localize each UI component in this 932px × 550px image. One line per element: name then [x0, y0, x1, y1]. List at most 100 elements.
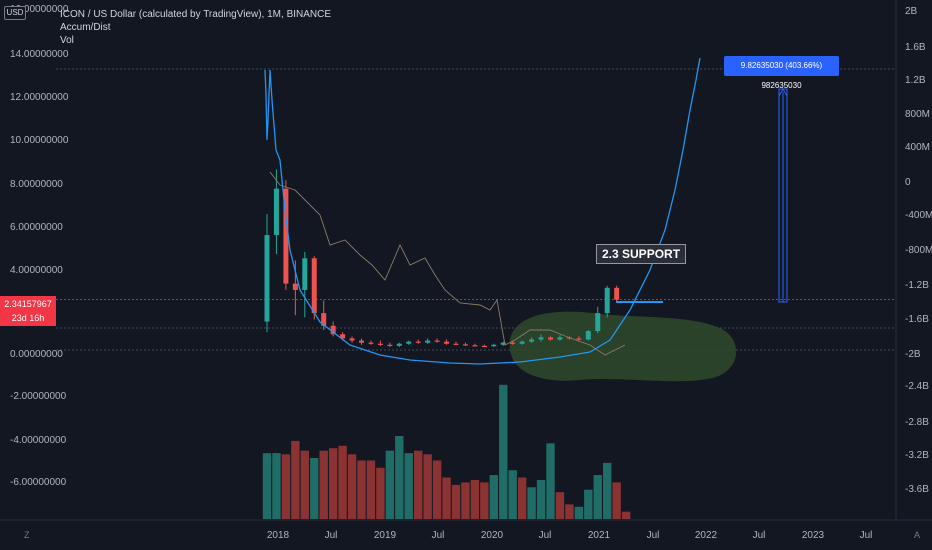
right-axis-label: 2B [905, 6, 918, 17]
timezone-button[interactable]: Z [24, 530, 30, 540]
candle-body [292, 283, 298, 290]
candle-body [302, 258, 308, 290]
right-axis-label: 0 [905, 177, 911, 188]
volume-bar [517, 477, 527, 519]
candle-body [453, 343, 459, 345]
volume-bar [527, 487, 536, 519]
volume-bar [272, 453, 281, 519]
candle-body [538, 337, 544, 340]
candle-body [321, 313, 327, 326]
auto-scale-button[interactable]: A [914, 530, 921, 540]
time-axis-label: 2018 [267, 530, 290, 541]
candle-body [340, 334, 346, 339]
price-range-measure-label[interactable]: 9.82635030 (403.66%) 982635030 [724, 56, 839, 90]
volume-bar [366, 460, 376, 519]
volume-bar [621, 511, 631, 519]
left-axis-label: 4.00000000 [10, 265, 63, 276]
left-axis-label: 12.00000000 [10, 92, 69, 103]
right-axis-label: -800M [905, 245, 932, 256]
time-axis-label: 2023 [802, 530, 825, 541]
volume-bar [347, 454, 357, 519]
candle-body [548, 337, 553, 340]
volume-bar [451, 484, 461, 519]
last-price-tag: 2.34157967 23d 16h [0, 296, 56, 326]
right-axis-label: -1.2B [905, 280, 929, 291]
time-axis-label: Jul [539, 530, 552, 541]
volume-bar [395, 436, 404, 519]
right-axis-label: -1.6B [905, 314, 929, 325]
left-axis-label: -6.00000000 [10, 477, 67, 488]
candle-body [614, 287, 620, 300]
left-axis-label: 16.00000000 [10, 4, 69, 15]
volume-bar [319, 450, 328, 519]
candle-body [415, 341, 421, 343]
candle-body [519, 341, 525, 344]
right-axis-label: 800M [905, 109, 930, 120]
candle-body [349, 338, 355, 341]
candle-body [462, 344, 468, 346]
volume-bar [376, 467, 385, 519]
right-axis-label: -2B [905, 349, 921, 360]
volume-bar [508, 470, 517, 519]
right-axis-label: 1.2B [905, 75, 926, 86]
right-axis-label: -2.4B [905, 381, 929, 392]
candle-body [425, 340, 431, 343]
volume-bar [565, 504, 574, 519]
volume-bar [385, 450, 395, 519]
candle-body [330, 325, 336, 335]
candle-body [444, 341, 450, 344]
volume-bar [461, 482, 470, 519]
volume-bar [432, 460, 442, 519]
volume-bar [574, 506, 584, 519]
volume-bar [404, 453, 413, 519]
right-axis-label: -3.2B [905, 450, 929, 461]
right-axis-label: 400M [905, 142, 930, 153]
time-axis-label: Jul [753, 530, 766, 541]
candle-body [604, 287, 610, 314]
currency-badge[interactable]: USD [4, 6, 26, 20]
time-axis-label: Jul [860, 530, 873, 541]
time-axis-label: 2019 [374, 530, 397, 541]
volume-bar [338, 445, 347, 519]
time-axis-label: 2022 [695, 530, 718, 541]
volume-bar [480, 482, 489, 519]
candle-body [273, 188, 279, 236]
candle-body [359, 340, 364, 343]
candle-body [377, 343, 383, 345]
time-axis-label: Jul [647, 530, 660, 541]
volume-bar [262, 453, 272, 519]
candle-body [406, 341, 412, 344]
chart-legend: ICON / US Dollar (calculated by TradingV… [60, 8, 331, 47]
support-annotation[interactable]: 2.3 SUPPORT [596, 244, 687, 264]
volume-bar [414, 450, 423, 519]
accum-dist-secondary-line [269, 171, 626, 356]
time-axis-label: 2020 [481, 530, 504, 541]
volume-bar [584, 489, 593, 519]
volume-bar [423, 454, 432, 519]
volume-bar [536, 479, 546, 519]
volume-bar [291, 440, 300, 519]
candle-body [368, 342, 374, 344]
left-axis-label: 14.00000000 [10, 49, 69, 60]
candle-body [529, 339, 535, 342]
indicator-accum-dist[interactable]: Accum/Dist [60, 22, 111, 33]
volume-bar [442, 477, 451, 519]
volume-bar [546, 443, 555, 519]
accum-dist-line [264, 57, 701, 365]
indicator-vol[interactable]: Vol [60, 35, 74, 46]
time-axis-label: Jul [432, 530, 445, 541]
left-axis-label: 10.00000000 [10, 135, 69, 146]
candle-body [585, 331, 591, 340]
volume-bar [470, 479, 480, 519]
symbol-title[interactable]: ICON / US Dollar (calculated by TradingV… [60, 9, 332, 20]
candle-body [557, 337, 563, 340]
candle-body [387, 344, 393, 346]
left-axis-label: 0.00000000 [10, 349, 63, 360]
volume-bar [357, 460, 366, 519]
left-axis-label: 6.00000000 [10, 222, 63, 233]
candle-body [491, 344, 497, 347]
volume-bar [603, 462, 612, 519]
candle-body [396, 343, 402, 346]
right-axis-label: -2.8B [905, 417, 929, 428]
